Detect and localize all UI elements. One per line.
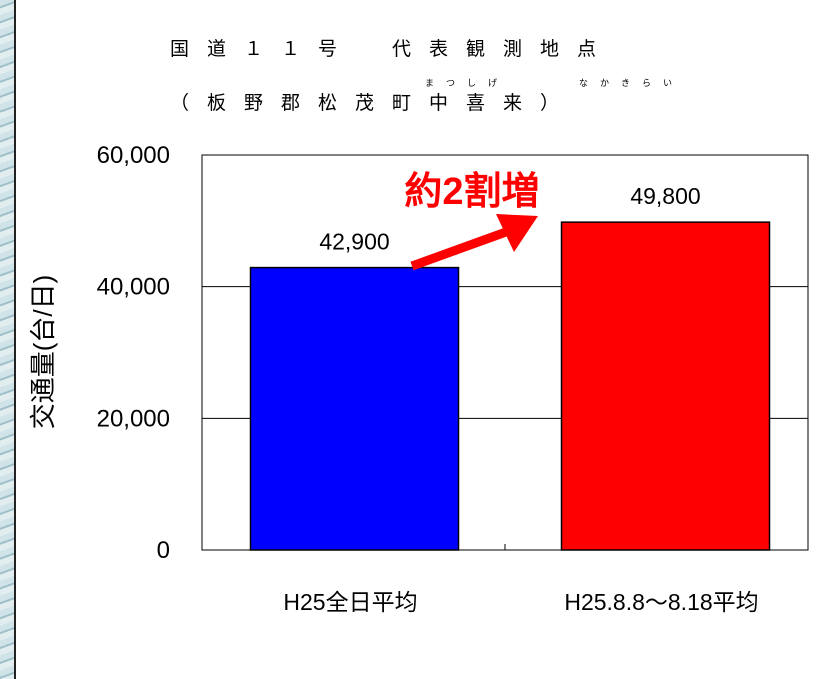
- x-category-label: H25全日平均: [283, 589, 417, 615]
- y-tick-label: 40,000: [97, 274, 170, 301]
- y-tick-label: 20,000: [97, 405, 170, 432]
- y-axis-label: 交通量(台/日): [28, 275, 58, 430]
- y-tick-label: 60,000: [97, 142, 170, 169]
- increase-arrow-head: [496, 214, 538, 252]
- ruby-matsushige: まつしげ: [425, 79, 510, 89]
- x-category-label: H25.8.8～8.18平均: [564, 589, 758, 615]
- ruby-nakakirai: なかきらい: [579, 79, 685, 89]
- y-tick-label: 0: [157, 537, 170, 564]
- bar-2: [560, 221, 771, 551]
- chart-title-line1: 国道１１号 代表観測地点: [170, 38, 615, 60]
- increase-arrow-shaft: [410, 227, 508, 271]
- bar-value-label: 42,900: [319, 229, 389, 255]
- bar-value-label: 49,800: [630, 183, 700, 209]
- bar-1: [249, 266, 460, 551]
- chart-title-line2: （板野郡松茂町中喜来）: [170, 92, 578, 114]
- increase-annotation: 約2割増: [404, 171, 539, 213]
